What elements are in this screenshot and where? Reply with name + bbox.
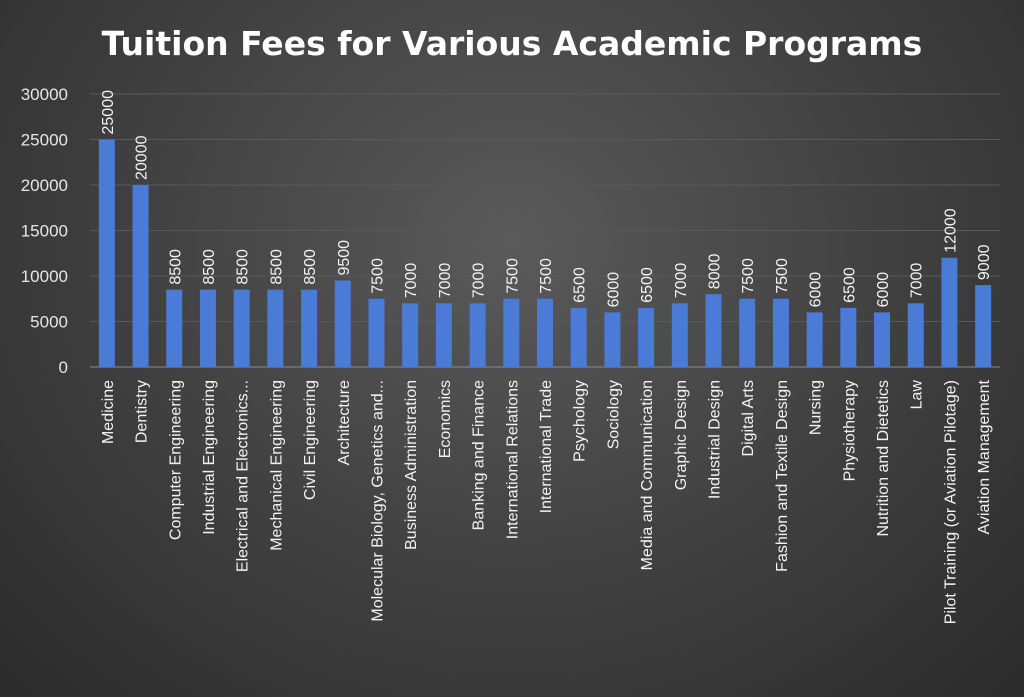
data-label: 6500 [572,267,589,303]
bar [806,312,823,367]
x-tick-label: Dentistry [134,380,151,443]
data-label: 25000 [100,90,117,135]
data-label: 8500 [167,249,184,285]
y-tick-label: 20000 [21,176,68,195]
x-tick-label: Nutrition and Dietetics [875,380,892,537]
data-label: 7000 [437,263,454,299]
bar [604,312,621,367]
bar [469,303,486,367]
x-tick-label: Banking and Finance [471,380,488,530]
data-label: 6500 [841,267,858,303]
bar [233,289,250,367]
data-label: 7500 [369,258,386,294]
bar [772,298,789,367]
x-tick-label: International Relations [504,380,521,539]
data-label: 9000 [976,244,993,280]
bars [98,139,992,367]
bar [907,303,924,367]
data-label: 7500 [538,258,555,294]
chart-title: Tuition Fees for Various Academic Progra… [102,24,923,63]
y-tick-label: 15000 [21,222,68,241]
bar [671,303,688,367]
data-label: 6500 [639,267,656,303]
x-tick-label: Sociology [605,380,622,449]
data-label: 7000 [471,263,488,299]
bar [537,298,553,367]
bar [98,139,115,367]
x-tick-label: Civil Engineering [302,380,319,500]
data-label: 12000 [942,208,959,253]
data-label: 8500 [235,249,252,285]
bar [199,289,216,367]
bar [941,257,958,367]
bar [334,280,351,367]
x-tick-label: Physiotherapy [841,380,858,481]
data-label: 6000 [605,272,622,308]
bar [739,298,756,367]
bar [705,294,722,367]
x-tick-label: Media and Communication [639,380,656,570]
data-label: 9500 [336,240,353,276]
x-tick-label: Economics [437,380,454,458]
data-label: 7000 [673,263,690,299]
bar [840,307,857,367]
x-tick-label: Molecular Biology, Genetics and... [369,380,386,622]
data-label: 6000 [875,272,892,308]
data-label: 7500 [774,258,791,294]
y-tick-label: 25000 [21,131,68,150]
data-label: 8500 [268,249,285,285]
x-tick-label: Industrial Engineering [201,380,218,535]
data-label: 6000 [808,272,825,308]
x-tick-label: International Trade [538,380,555,514]
bar [132,185,149,367]
y-tick-label: 0 [59,358,68,377]
y-tick-label: 10000 [21,267,68,286]
x-tick-label: Psychology [572,380,589,462]
data-label: 7000 [909,263,926,299]
x-tick-label: Industrial Design [707,380,724,499]
data-label: 7500 [740,258,757,294]
data-label: 8500 [302,249,319,285]
bar [368,298,385,367]
x-tick-label: Mechanical Engineering [268,380,285,551]
data-label: 20000 [134,135,151,180]
x-tick-label: Graphic Design [673,380,690,490]
data-label: 8000 [707,254,724,290]
data-label: 8500 [201,249,218,285]
data-labels: 25000 20000 8500 8500 8500 8500 8500 9500 7500 70… [100,90,993,307]
y-axis: 0 5000 10000 15000 20000 25000 30000 [21,85,68,377]
bar [402,303,419,367]
x-tick-label: Architecture [336,380,353,465]
x-tick-label: Aviation Management [976,379,993,534]
x-tick-label: Nursing [808,380,825,435]
x-tick-label: Pilot Training (or Aviation Pilotage) [942,380,959,624]
x-tick-label: Fashion and Textile Design [774,380,791,572]
x-tick-label: Business Administration [403,380,420,550]
bar [638,307,655,367]
x-tick-label: Digital Arts [740,380,757,456]
y-tick-label: 5000 [30,313,68,332]
bar [301,289,318,367]
bar [435,303,452,367]
data-label: 7000 [403,263,420,299]
bar [874,312,891,367]
x-tick-label: Computer Engineering [167,380,184,540]
bar [503,298,520,367]
x-axis: Medicine Dentistry Computer Engineering Ind… [100,379,993,624]
x-tick-label: Law [909,380,926,410]
bar [267,289,284,367]
bar [166,289,183,367]
bar [570,307,587,367]
x-tick-label: Medicine [100,380,117,444]
bar [975,285,992,367]
data-label: 7500 [504,258,521,294]
y-tick-label: 30000 [21,85,68,104]
x-tick-label: Electrical and Electronics... [235,380,252,572]
